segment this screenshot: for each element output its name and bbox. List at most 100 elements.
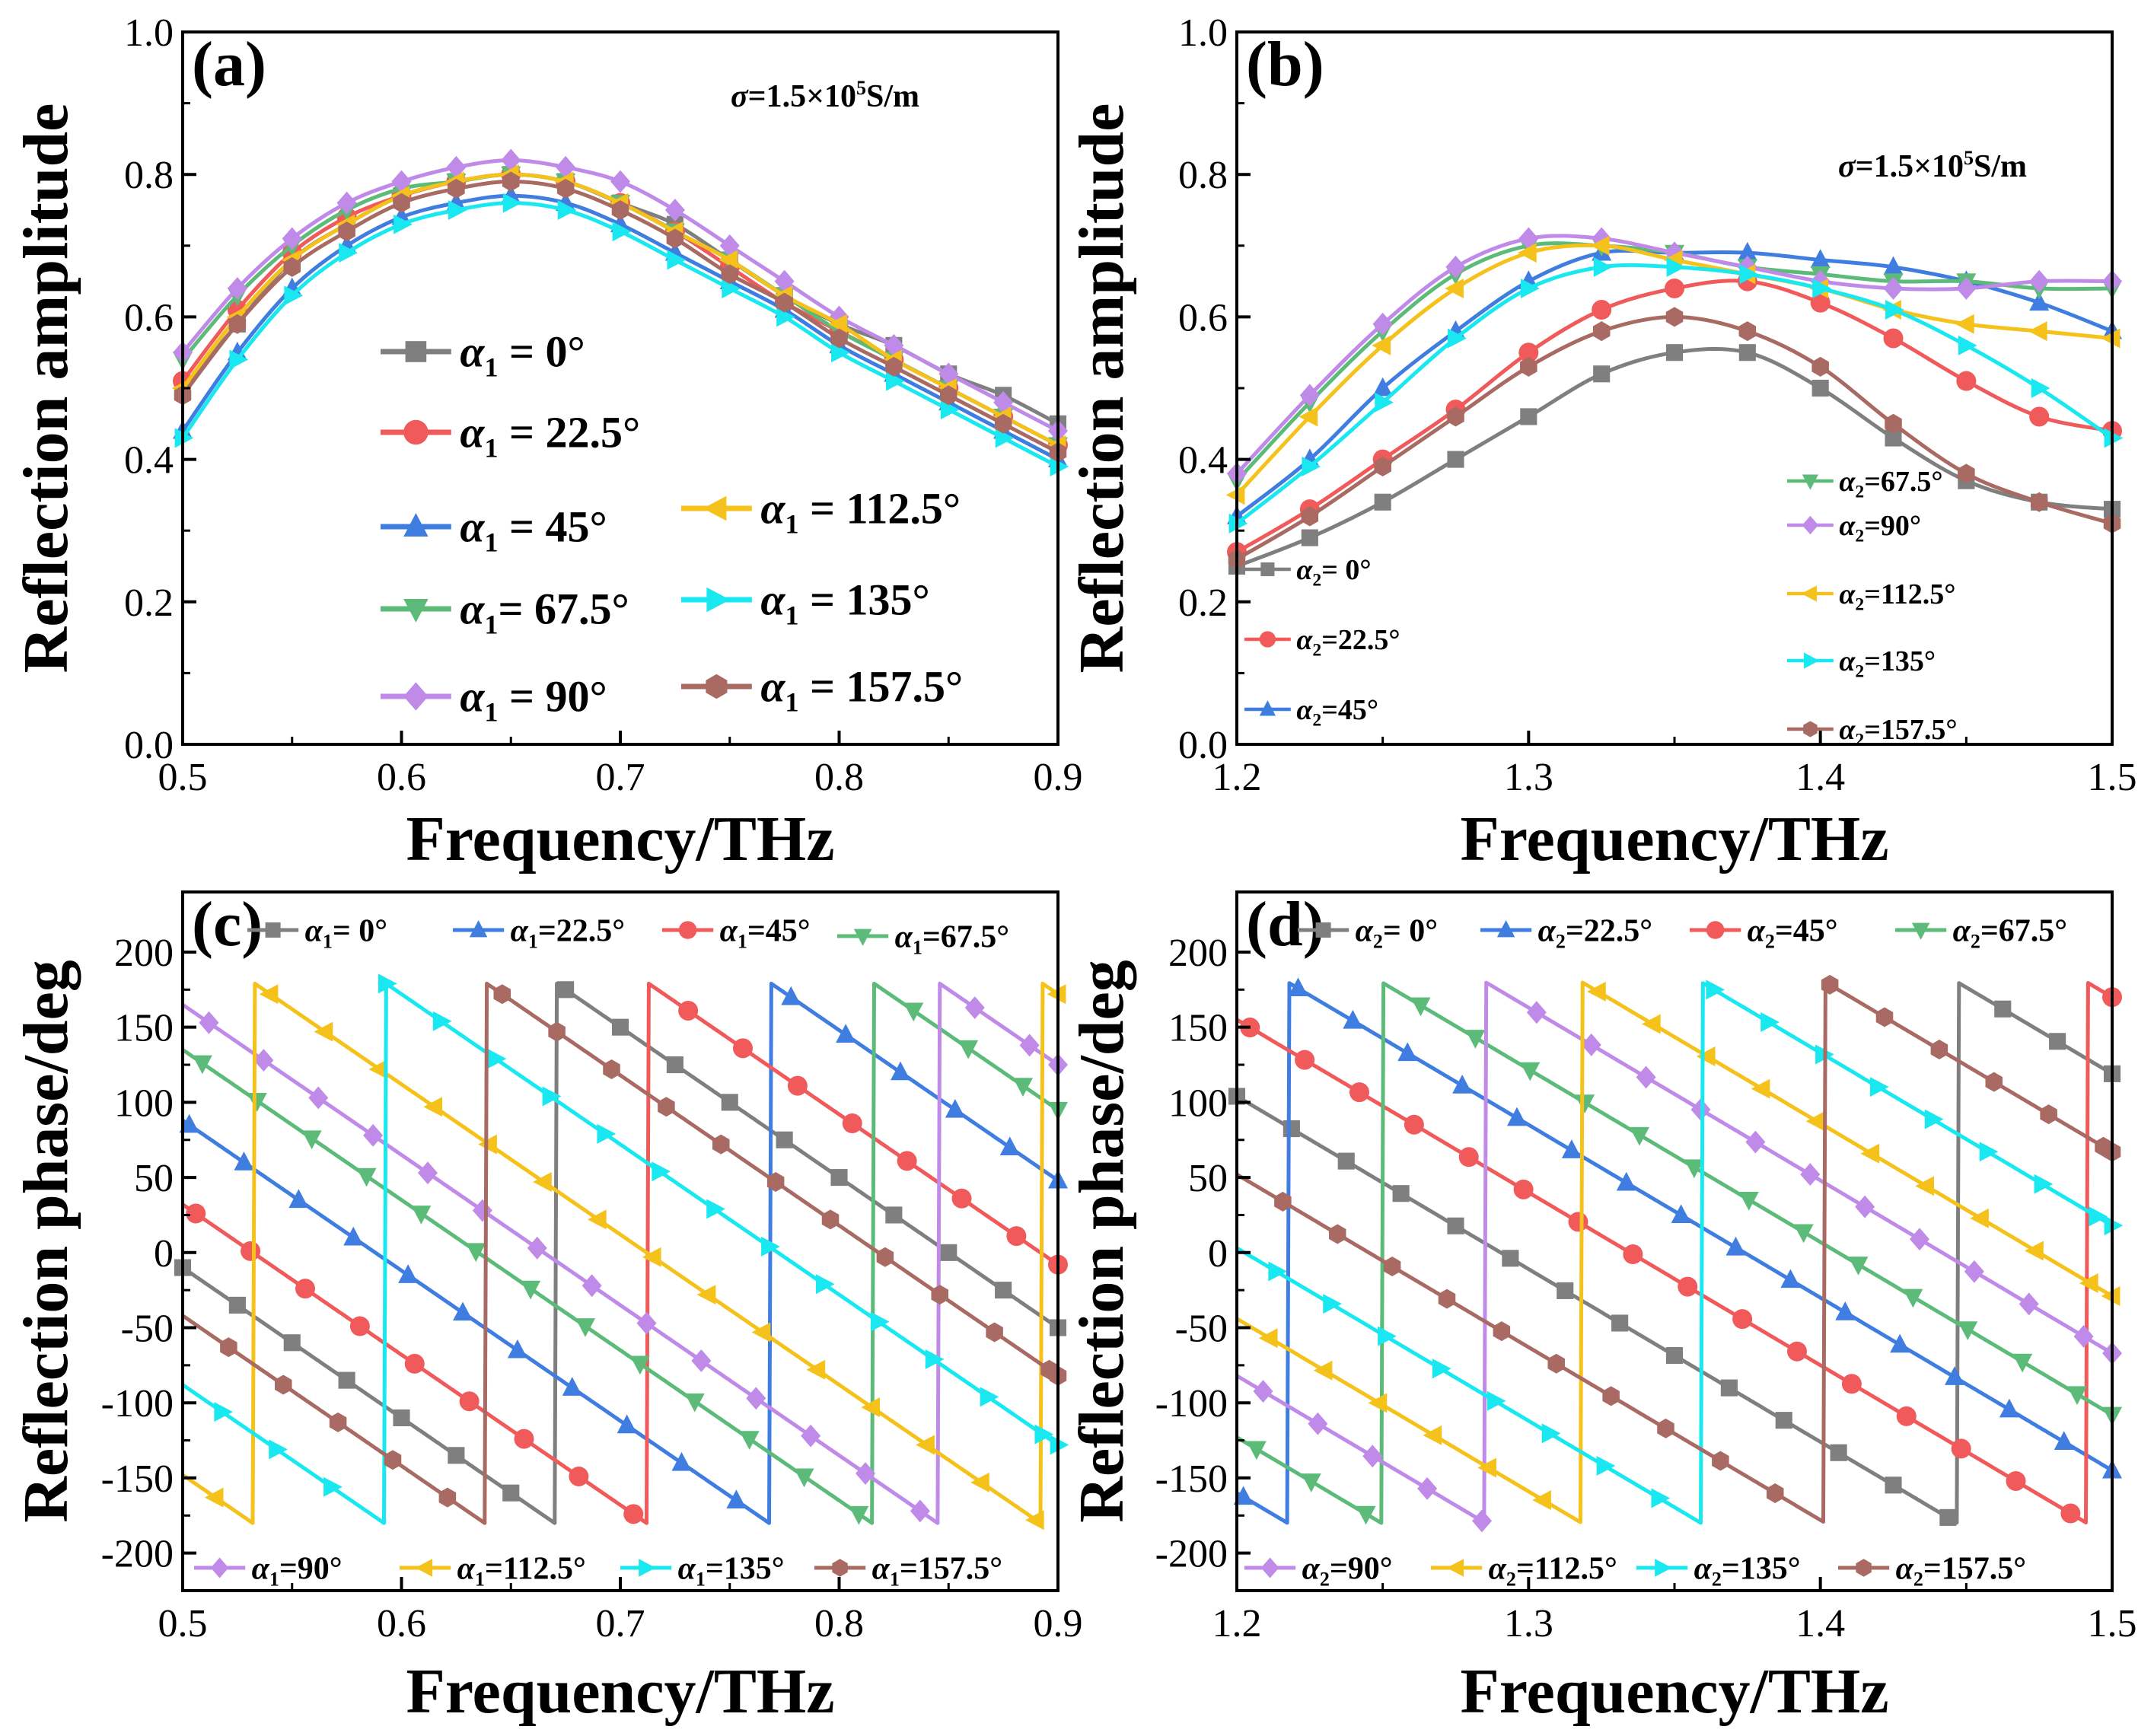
data-point bbox=[432, 1011, 452, 1031]
data-point bbox=[1979, 1142, 1999, 1162]
data-point bbox=[259, 984, 279, 1005]
series-brown bbox=[181, 981, 1067, 1525]
data-point bbox=[696, 1285, 716, 1305]
x-tick-label: 1.3 bbox=[1504, 1602, 1553, 1645]
data-point bbox=[343, 1226, 364, 1246]
series-brown bbox=[1228, 307, 2121, 569]
legend-label: α2=90° bbox=[1302, 1551, 1393, 1590]
legend-marker bbox=[1446, 1559, 1464, 1577]
data-point bbox=[1034, 1424, 1054, 1445]
data-point bbox=[2025, 1241, 2044, 1261]
legend-marker bbox=[1802, 515, 1819, 535]
y-tick-label: 200 bbox=[114, 932, 174, 975]
data-point bbox=[1805, 1111, 1825, 1132]
data-point bbox=[423, 1097, 443, 1117]
data-point bbox=[719, 250, 738, 270]
legend-label: α2=22.5° bbox=[1296, 624, 1400, 660]
legend-item: α2=90° bbox=[1787, 510, 1921, 546]
legend-label: α1=112.5° bbox=[457, 1551, 586, 1590]
data-point bbox=[1910, 1228, 1929, 1251]
x-tick-label: 1.3 bbox=[1504, 756, 1553, 799]
data-point bbox=[1696, 1046, 1716, 1067]
data-point bbox=[227, 277, 247, 300]
data-point bbox=[891, 1061, 910, 1081]
legend-item: α2= 0° bbox=[1298, 913, 1438, 953]
data-point bbox=[995, 1282, 1012, 1299]
data-point bbox=[336, 191, 357, 215]
data-point bbox=[569, 1466, 589, 1486]
data-point bbox=[1301, 506, 1319, 527]
x-tick-label: 0.7 bbox=[596, 1602, 645, 1645]
legend-marker bbox=[1496, 920, 1515, 938]
data-point bbox=[393, 193, 410, 213]
data-point bbox=[925, 1349, 945, 1369]
x-tick-label: 1.4 bbox=[1796, 756, 1845, 799]
data-point bbox=[1532, 1490, 1551, 1511]
y-tick-label: 50 bbox=[1188, 1157, 1228, 1200]
data-point bbox=[391, 170, 412, 193]
legend-label: α2=135° bbox=[1694, 1551, 1801, 1590]
legend-label: α2=112.5° bbox=[1839, 578, 1955, 614]
y-tick-label: 50 bbox=[134, 1157, 174, 1200]
data-point bbox=[1720, 1379, 1738, 1397]
data-point bbox=[575, 1318, 595, 1337]
legend-marker bbox=[706, 587, 731, 613]
data-point bbox=[1810, 249, 1831, 268]
data-point bbox=[1404, 1114, 1424, 1135]
data-point bbox=[411, 1206, 432, 1225]
y-tick-label: 100 bbox=[114, 1081, 174, 1125]
y-tick-label: 0.2 bbox=[124, 581, 174, 625]
data-point bbox=[1875, 1007, 1894, 1027]
y-tick-label: 1.0 bbox=[1178, 11, 1228, 55]
data-point bbox=[916, 1435, 935, 1455]
data-point bbox=[801, 1424, 821, 1448]
data-point bbox=[501, 148, 521, 172]
data-point bbox=[719, 234, 740, 257]
data-point bbox=[678, 1000, 699, 1021]
data-point bbox=[664, 199, 685, 221]
legend-item: α2=22.5° bbox=[1480, 913, 1652, 953]
data-point bbox=[1737, 241, 1757, 261]
data-point bbox=[1665, 307, 1684, 327]
data-point bbox=[394, 214, 413, 234]
data-point bbox=[368, 1059, 388, 1079]
legend-item: α1=67.5° bbox=[837, 919, 1009, 959]
data-point bbox=[502, 1484, 520, 1502]
data-point bbox=[459, 1391, 480, 1412]
legend-marker bbox=[1259, 631, 1276, 648]
x-tick-label: 0.6 bbox=[377, 1602, 426, 1645]
data-point bbox=[1362, 1445, 1383, 1468]
data-point bbox=[870, 1311, 890, 1332]
legend-marker bbox=[1911, 922, 1930, 940]
data-point bbox=[587, 1209, 607, 1230]
x-tick-label: 1.4 bbox=[1796, 1602, 1845, 1645]
legend-marker bbox=[265, 922, 281, 938]
legend-item: α1=45° bbox=[662, 913, 811, 953]
data-point bbox=[557, 981, 575, 999]
data-point bbox=[1299, 384, 1320, 407]
legend-marker bbox=[703, 495, 727, 521]
data-point bbox=[2034, 1174, 2054, 1194]
legend-marker bbox=[405, 341, 427, 362]
data-point bbox=[269, 1439, 288, 1460]
data-point bbox=[514, 1429, 534, 1449]
data-point bbox=[1712, 1451, 1729, 1471]
data-point bbox=[1665, 344, 1684, 362]
data-point bbox=[721, 1094, 738, 1111]
data-point bbox=[1274, 1191, 1292, 1212]
series-purple bbox=[181, 981, 1068, 1525]
data-point bbox=[234, 1151, 254, 1171]
y-tick-label: -150 bbox=[1155, 1457, 1228, 1501]
x-tick-label: 1.2 bbox=[1212, 756, 1262, 799]
data-point bbox=[1323, 1294, 1342, 1314]
data-point bbox=[1375, 392, 1394, 412]
data-point bbox=[1013, 1078, 1033, 1097]
x-tick-label: 0.9 bbox=[1034, 1602, 1083, 1645]
data-point bbox=[1445, 278, 1464, 298]
data-point bbox=[288, 1189, 309, 1209]
data-point bbox=[487, 1049, 507, 1069]
legend-marker bbox=[678, 921, 697, 939]
data-point bbox=[1502, 1250, 1519, 1267]
legend-item: α1 = 112.5° bbox=[681, 484, 961, 539]
